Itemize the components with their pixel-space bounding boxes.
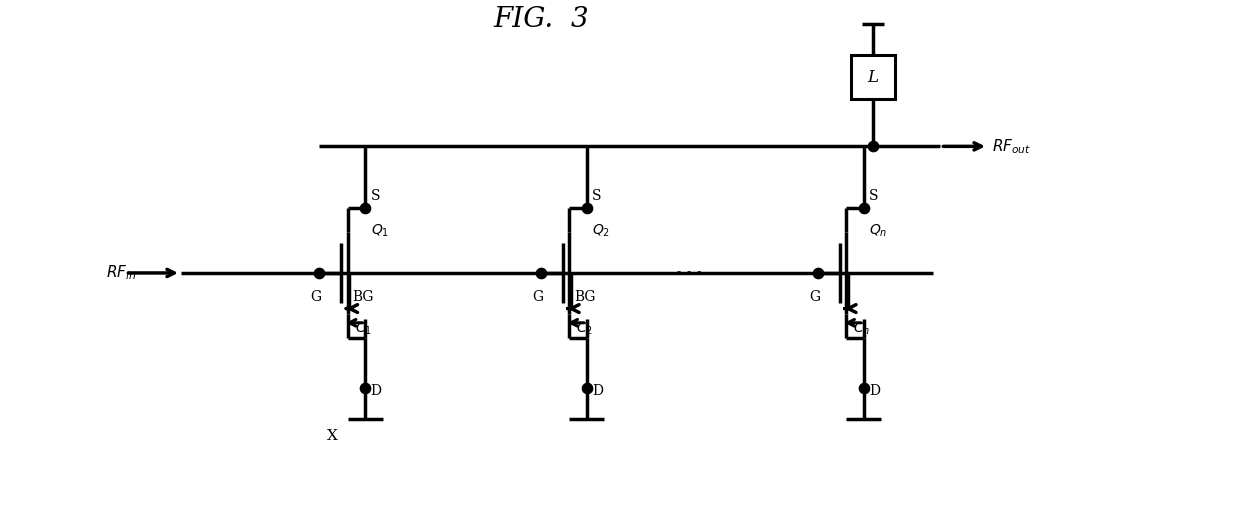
Text: $Q_2$: $Q_2$ <box>593 222 610 239</box>
Text: FIG.  3: FIG. 3 <box>494 6 589 33</box>
Text: S: S <box>593 189 601 203</box>
Text: $Q_1$: $Q_1$ <box>371 222 389 239</box>
Point <box>863 142 883 151</box>
Text: G: G <box>532 290 543 304</box>
Point <box>854 204 874 212</box>
Text: $\cdots$: $\cdots$ <box>673 257 702 289</box>
Point <box>531 269 551 277</box>
Text: $C_2$: $C_2$ <box>577 320 594 337</box>
Point <box>356 204 376 212</box>
Text: D: D <box>593 384 604 398</box>
Text: L: L <box>868 69 879 85</box>
Point <box>577 383 596 392</box>
Point <box>577 204 596 212</box>
Text: G: G <box>808 290 820 304</box>
Text: $RF_{out}$: $RF_{out}$ <box>992 137 1030 156</box>
Point <box>808 269 828 277</box>
Text: $C_1$: $C_1$ <box>355 320 372 337</box>
Text: $C_n$: $C_n$ <box>853 320 870 337</box>
Text: X: X <box>326 429 337 443</box>
Text: G: G <box>310 290 321 304</box>
FancyBboxPatch shape <box>852 55 895 99</box>
Point <box>854 383 874 392</box>
Text: BG: BG <box>352 290 374 304</box>
Point <box>356 383 376 392</box>
Text: BG: BG <box>574 290 595 304</box>
Text: S: S <box>371 189 381 203</box>
Text: D: D <box>869 384 880 398</box>
Text: D: D <box>371 384 382 398</box>
Text: $Q_n$: $Q_n$ <box>869 222 888 239</box>
Text: $RF_{in}$: $RF_{in}$ <box>105 264 136 282</box>
Point <box>310 269 330 277</box>
Text: S: S <box>869 189 879 203</box>
